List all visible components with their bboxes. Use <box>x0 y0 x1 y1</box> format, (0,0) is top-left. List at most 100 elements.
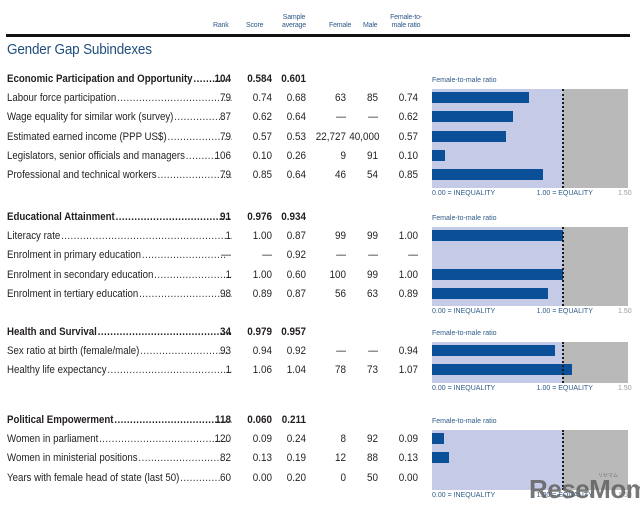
indicator-name: Women in ministerial positions..........… <box>7 451 231 466</box>
axis-label-inequality: 0.00 = INEQUALITY <box>432 384 496 392</box>
leader-dots: ........................................… <box>107 364 232 377</box>
label-text: Years with female head of state (last 50… <box>7 471 181 484</box>
beyond-equality-region <box>562 89 628 188</box>
male-value: 85 <box>366 92 378 104</box>
rank-value: — <box>221 249 231 262</box>
ratio-value: 0.10 <box>398 149 418 162</box>
avg-value: 0.24 <box>286 433 306 445</box>
male-value: 91 <box>366 149 378 162</box>
column-header-ratio-line2: male ratio <box>391 22 421 29</box>
column-header-sample-average: Sample average <box>279 14 309 30</box>
rank-value: 79 <box>219 169 231 182</box>
score-value: 0.00 <box>252 471 272 484</box>
female-value: 46 <box>334 169 346 182</box>
leader-dots: ............................... <box>139 287 232 300</box>
score-value: — <box>262 249 272 262</box>
indicator-name: Sex ratio at birth (female/male)........… <box>7 344 231 359</box>
indicator-name: Legislators, senior officials and manage… <box>7 149 231 164</box>
watermark-small-text: リセマム <box>598 473 619 479</box>
section-name: Political Empowerment...................… <box>7 413 231 428</box>
table-row: Labour force participation..............… <box>0 91 420 106</box>
score-value: 1.00 <box>252 268 272 281</box>
table-row: Enrolment in tertiary education.........… <box>0 287 420 302</box>
label-text: Women in parliament <box>7 433 100 445</box>
table-row: Professional and technical workers......… <box>0 168 420 183</box>
female-value: 12 <box>334 452 346 465</box>
avg-value: 0.68 <box>286 92 306 104</box>
ratio-value: 1.00 <box>398 268 418 281</box>
female-value: — <box>336 249 346 262</box>
column-header-female: Female <box>329 22 352 29</box>
rank-value: 87 <box>219 111 231 124</box>
label-text: Political Empowerment <box>7 414 115 426</box>
ratio-value: 0.57 <box>398 130 418 143</box>
avg-value: 0.87 <box>286 287 306 300</box>
column-header-sample-average-line2: average <box>282 22 306 29</box>
ratio-value: 0.94 <box>398 345 418 357</box>
table-row: Legislators, senior officials and manage… <box>0 149 420 164</box>
indicator-name: Wage equality for similar work (survey).… <box>7 110 231 125</box>
section-name: Economic Participation and Opportunity..… <box>7 72 231 87</box>
ratio-bar <box>432 149 446 161</box>
leader-dots: ........... <box>193 73 228 85</box>
label-text: Estimated earned income (PPP US$) <box>7 130 168 143</box>
score-value: 0.060 <box>247 414 272 426</box>
indicator-name: Enrolment in tertiary education.........… <box>7 287 231 302</box>
equality-line <box>561 89 564 188</box>
ratio-bar <box>432 433 444 444</box>
label-text: Healthy life expectancy <box>7 364 108 377</box>
female-value: 56 <box>334 287 346 300</box>
female-value: — <box>336 111 346 124</box>
ratio-bar <box>432 230 563 241</box>
column-header-ratio-line1: Female-to- <box>390 14 422 21</box>
female-value: 8 <box>340 433 346 445</box>
rank-value: 120 <box>214 433 231 445</box>
ratio-value: 0.62 <box>398 111 418 124</box>
label-text: Enrolment in primary education <box>7 249 142 262</box>
avg-value: 1.04 <box>286 364 306 377</box>
column-header-male: Male <box>363 22 378 29</box>
avg-value: 0.20 <box>286 471 306 484</box>
ratio-bar <box>432 111 513 123</box>
score-value: 0.85 <box>252 169 272 182</box>
table-row: Women in parliament.....................… <box>0 432 420 447</box>
female-value: 9 <box>340 149 346 162</box>
ratio-value: 1.07 <box>398 364 418 377</box>
avg-value: 0.87 <box>286 230 306 242</box>
ratio-value: 1.00 <box>398 230 418 242</box>
score-value: 0.89 <box>252 287 272 300</box>
axis-label-inequality: 0.00 = INEQUALITY <box>432 189 496 197</box>
label-text: Wage equality for similar work (survey) <box>7 111 175 124</box>
indicator-name: Enrolment in primary education..........… <box>7 248 231 263</box>
ratio-value: 0.13 <box>398 452 418 465</box>
female-value: 99 <box>334 230 346 242</box>
ratio-value: 0.85 <box>398 169 418 182</box>
avg-value: 0.92 <box>286 345 306 357</box>
rank-value: 79 <box>219 92 231 104</box>
table-row: Enrolment in secondary education........… <box>0 268 420 283</box>
leader-dots: ...................................... <box>114 414 232 426</box>
ratio-bar <box>432 268 563 280</box>
page-title: Gender Gap Subindexes <box>7 41 152 58</box>
label-text: Sex ratio at birth (female/male) <box>7 345 141 357</box>
rank-value: 1 <box>225 364 231 377</box>
avg-value: 0.211 <box>281 414 306 426</box>
score-value: 0.13 <box>252 452 272 465</box>
header-rule <box>6 34 630 37</box>
chart-plot-area <box>432 430 628 490</box>
female-value: 22,727 <box>315 130 346 143</box>
leader-dots: ............................ <box>140 345 228 357</box>
male-value: — <box>368 345 378 357</box>
male-value: 40,000 <box>349 130 380 143</box>
chart-title: Female-to-male ratio <box>432 77 497 84</box>
rank-value: 79 <box>219 130 231 143</box>
rank-value: 104 <box>214 73 231 85</box>
chart-plot-area <box>432 227 628 307</box>
label-text: Women in ministerial positions <box>7 452 139 465</box>
rank-value: 1 <box>225 268 231 281</box>
table-row: Wage equality for similar work (survey).… <box>0 110 420 125</box>
label-text: Literacy rate <box>7 230 62 242</box>
axis-label-equality: 1.00 = EQUALITY <box>536 189 593 197</box>
chart-title: Female-to-male ratio <box>432 330 497 337</box>
score-value: 1.06 <box>252 364 272 377</box>
